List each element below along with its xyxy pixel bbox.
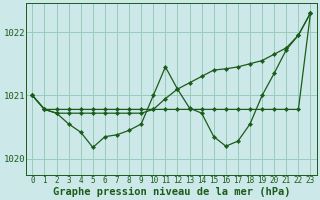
X-axis label: Graphe pression niveau de la mer (hPa): Graphe pression niveau de la mer (hPa) <box>53 186 290 197</box>
